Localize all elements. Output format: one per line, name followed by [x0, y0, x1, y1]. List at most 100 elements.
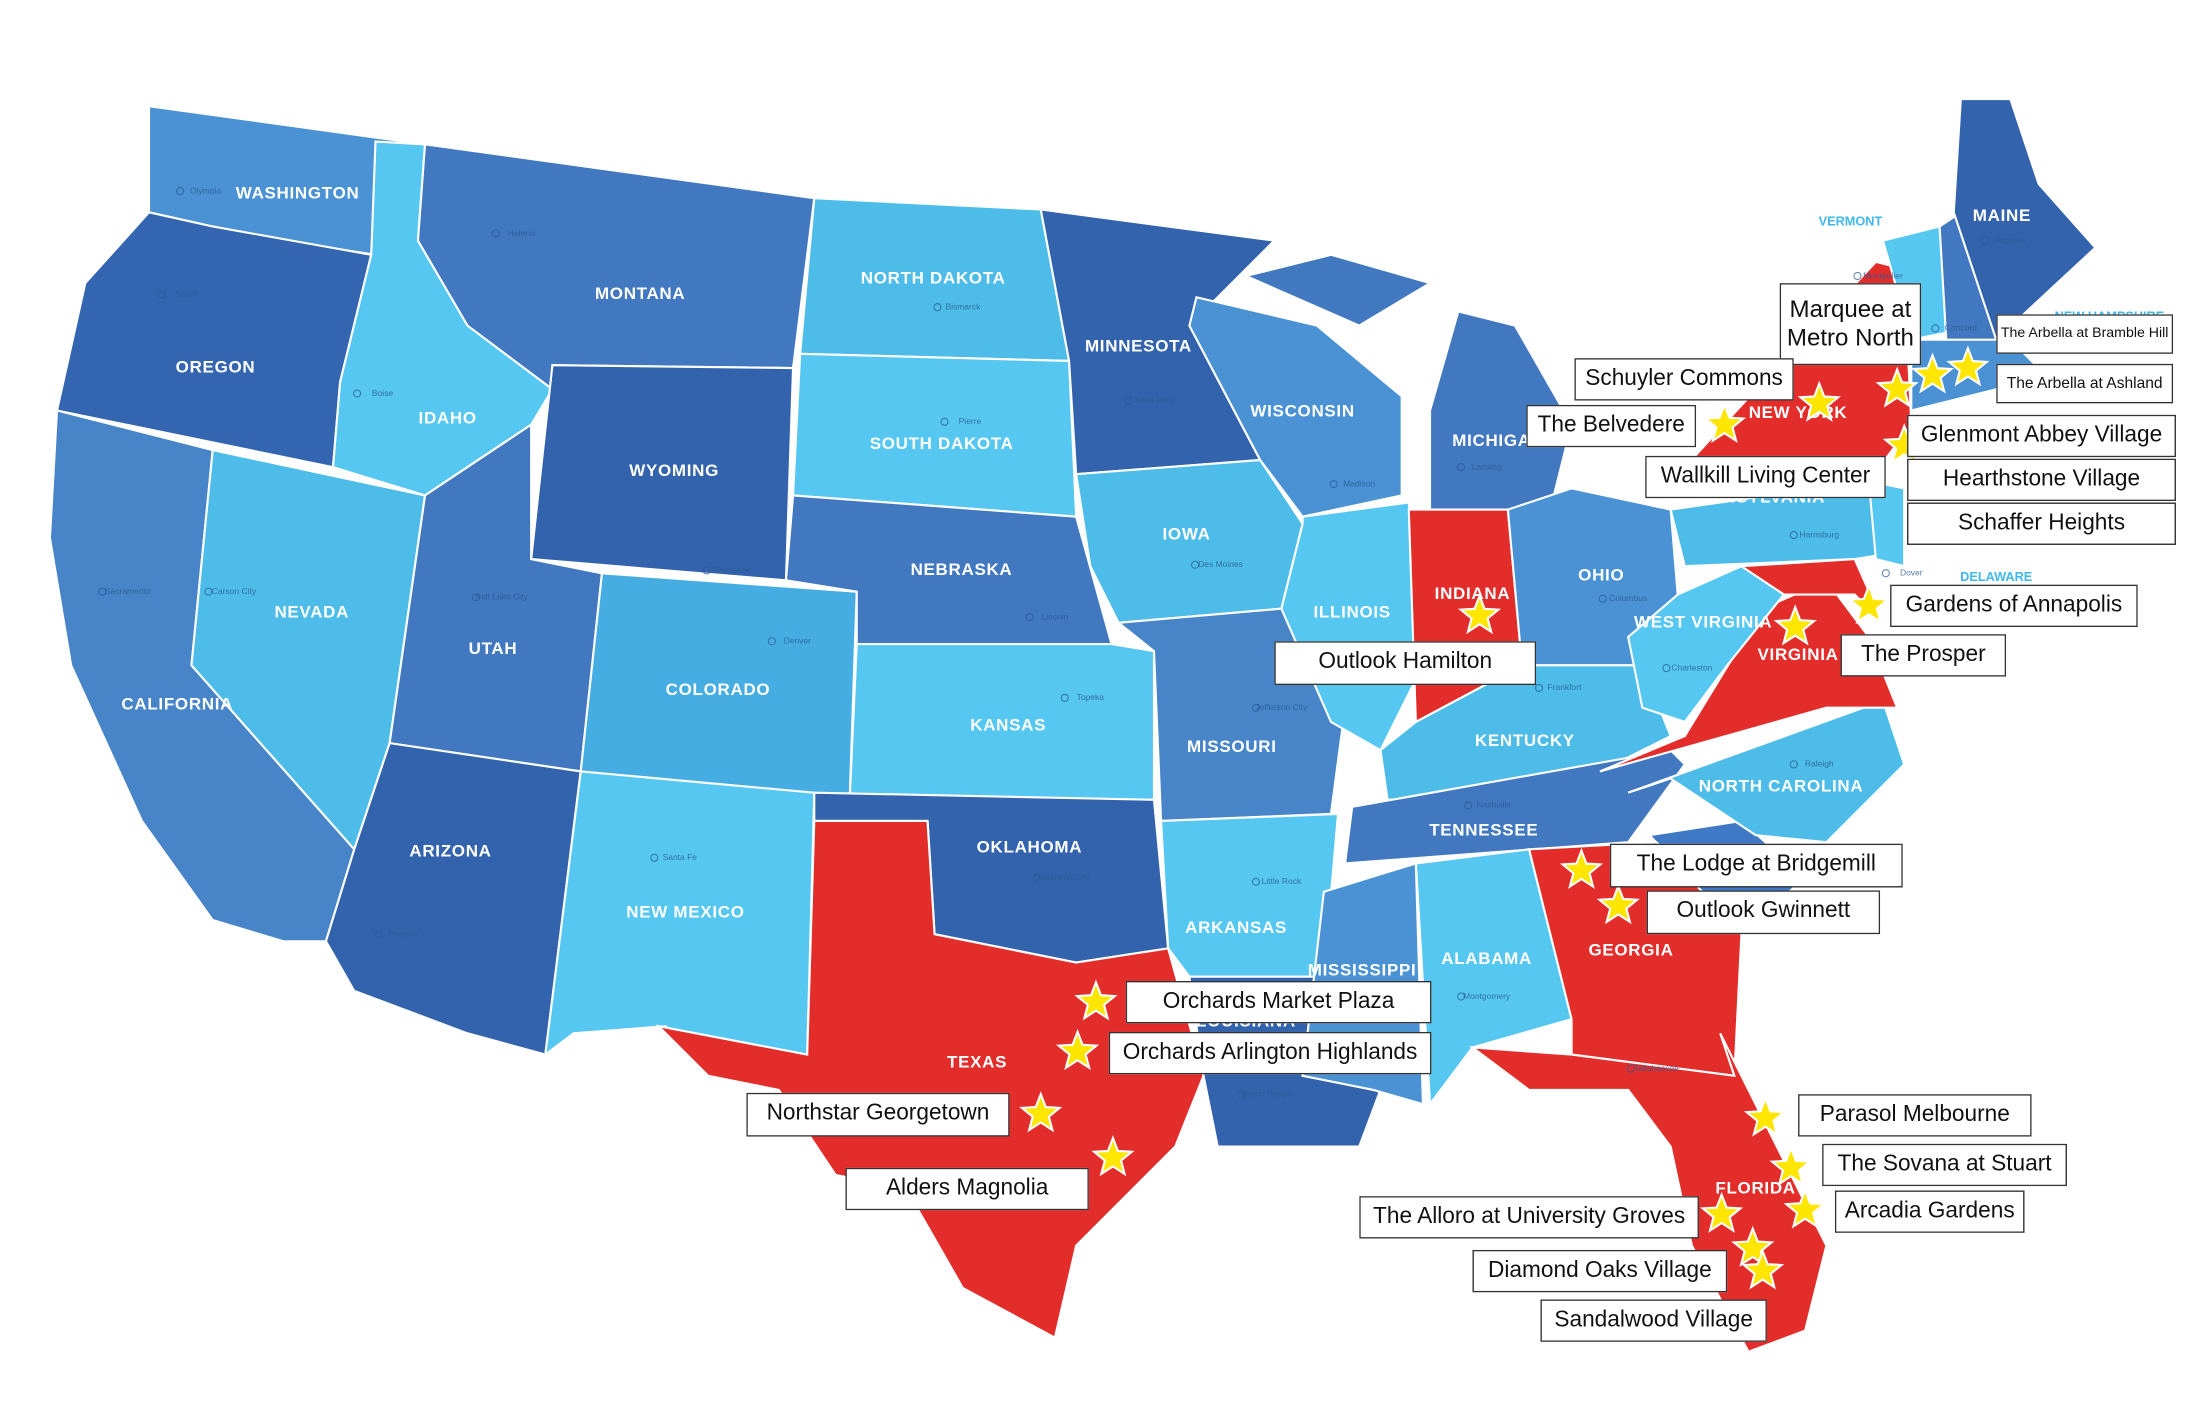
capital-label: Carson City	[212, 586, 257, 596]
state-label: WASHINGTON	[236, 183, 360, 202]
state-label: NEW MEXICO	[626, 902, 744, 921]
state-label: NORTH CAROLINA	[1699, 776, 1863, 795]
state-label: ILLINOIS	[1314, 602, 1391, 621]
location-star	[1596, 883, 1640, 925]
capital-label: Montgomery	[1463, 991, 1511, 1001]
state-shape	[1627, 564, 1786, 724]
location-callout: Wallkill Living Center	[1645, 455, 1886, 499]
state-shape	[1952, 98, 2097, 342]
small-state-label: VERMONT	[1819, 214, 1883, 229]
state-shape	[1468, 1032, 1828, 1354]
small-state-label: DELAWARE	[1960, 569, 2032, 584]
location-label: The Belvedere	[1526, 404, 1697, 448]
capital-marker	[374, 930, 383, 939]
state-label: WYOMING	[629, 461, 719, 480]
capital-label: Sacramento	[105, 586, 151, 596]
capital-marker	[1881, 569, 1890, 578]
capital-label: Topeka	[1077, 692, 1105, 702]
location-star	[1019, 1091, 1063, 1133]
capital-marker	[1251, 877, 1261, 886]
capital-label: Lansing	[1472, 461, 1502, 471]
state-shape	[1159, 812, 1340, 978]
capital-marker	[1789, 530, 1798, 540]
capital-label: Concord	[1945, 323, 1977, 333]
location-star	[1700, 1191, 1744, 1233]
capital-marker	[491, 229, 500, 238]
location-star	[1743, 1095, 1788, 1137]
state-label: ARIZONA	[409, 842, 491, 861]
location-callout: Glenmont Abbey Village	[1907, 414, 2176, 458]
capital-label: Denver	[784, 635, 812, 645]
capital-label: Lincoln	[1041, 611, 1068, 621]
capital-label: Tallahassee	[1634, 1063, 1679, 1073]
state-label: VIRGINIA	[1757, 645, 1838, 664]
location-label: Alders Magnolia	[845, 1167, 1089, 1211]
location-star	[1559, 847, 1604, 889]
location-callout: The Lodge at Bridgemill	[1609, 843, 1903, 888]
state-label: ALABAMA	[1441, 949, 1532, 968]
capital-marker	[1853, 271, 1862, 281]
capital-marker	[1534, 683, 1544, 693]
location-star	[1741, 1248, 1785, 1290]
location-star	[1773, 604, 1817, 646]
capital-marker	[176, 186, 185, 196]
state-label: ARKANSAS	[1185, 918, 1287, 937]
capital-marker	[1457, 463, 1466, 472]
state-label: IOWA	[1163, 525, 1211, 544]
state-shape	[1242, 253, 1433, 327]
location-label: Wallkill Living Center	[1645, 455, 1886, 499]
capital-marker	[1598, 594, 1607, 603]
capital-marker	[1025, 613, 1034, 622]
location-callout: Sandalwood Village	[1540, 1299, 1767, 1342]
state-label: TEXAS	[947, 1053, 1007, 1072]
location-callout: Outlook Hamilton	[1274, 641, 1537, 686]
capital-label: Raleigh	[1805, 759, 1834, 769]
location-label: Orchards Arlington Highlands	[1108, 1031, 1432, 1075]
capital-marker	[1237, 1090, 1246, 1099]
location-label: Outlook Gwinnett	[1646, 890, 1881, 935]
location-label: Marquee at Metro North	[1779, 283, 1922, 366]
state-shape	[848, 642, 1156, 801]
state-shape	[1188, 295, 1403, 518]
state-label: WISCONSIN	[1250, 401, 1354, 420]
location-callout: The Belvedere	[1526, 404, 1697, 448]
location-callout: Gardens of Annapolis	[1890, 584, 2138, 628]
location-star	[1769, 1145, 1813, 1187]
location-label: Parasol Melbourne	[1798, 1094, 2032, 1137]
location-label: The Alloro at University Groves	[1359, 1196, 1699, 1239]
capital-label: Salt Lake City	[475, 592, 528, 602]
state-label: NEVADA	[274, 602, 349, 621]
capital-label: Jefferson City	[1256, 702, 1308, 712]
state-label: WEST VIRGINIA	[1634, 612, 1772, 631]
capital-marker	[1032, 873, 1041, 882]
location-callout: Arcadia Gardens	[1834, 1190, 2025, 1233]
capital-label: Harrisburg	[1799, 529, 1839, 539]
state-label: GEORGIA	[1588, 941, 1673, 960]
location-label: The Arbella at Ashland	[1996, 363, 2174, 404]
location-callout: Hearthstone Village	[1907, 458, 2176, 502]
capital-marker	[352, 389, 362, 398]
location-label: The Lodge at Bridgemill	[1609, 843, 1903, 888]
location-callout: The Arbella at Bramble Hill	[1996, 314, 2174, 354]
location-callout: Marquee at Metro North	[1779, 283, 1922, 366]
location-star	[1875, 366, 1919, 408]
state-label: UTAH	[469, 639, 518, 658]
location-callout: Schuyler Commons	[1574, 358, 1794, 401]
capital-marker	[767, 637, 776, 646]
state-label: OKLAHOMA	[977, 837, 1083, 856]
capital-label: Charleston	[1671, 662, 1712, 672]
capital-label: Cheyenne	[713, 565, 752, 575]
location-callout: Parasol Melbourne	[1798, 1094, 2032, 1137]
location-label: Diamond Oaks Village	[1472, 1249, 1728, 1293]
state-label: OHIO	[1578, 566, 1624, 585]
state-label: KENTUCKY	[1475, 731, 1575, 750]
location-callout: The Alloro at University Groves	[1359, 1196, 1699, 1239]
state-label: MICHIGAN	[1452, 431, 1543, 450]
capital-label: Bismarck	[945, 301, 981, 311]
location-callout: Schaffer Heights	[1907, 502, 2176, 545]
state-label: KANSAS	[970, 716, 1046, 735]
location-label: Outlook Hamilton	[1274, 641, 1537, 686]
location-label: Arcadia Gardens	[1834, 1190, 2025, 1233]
capital-marker	[471, 593, 481, 602]
capital-label: Oklahoma City	[1034, 872, 1090, 882]
